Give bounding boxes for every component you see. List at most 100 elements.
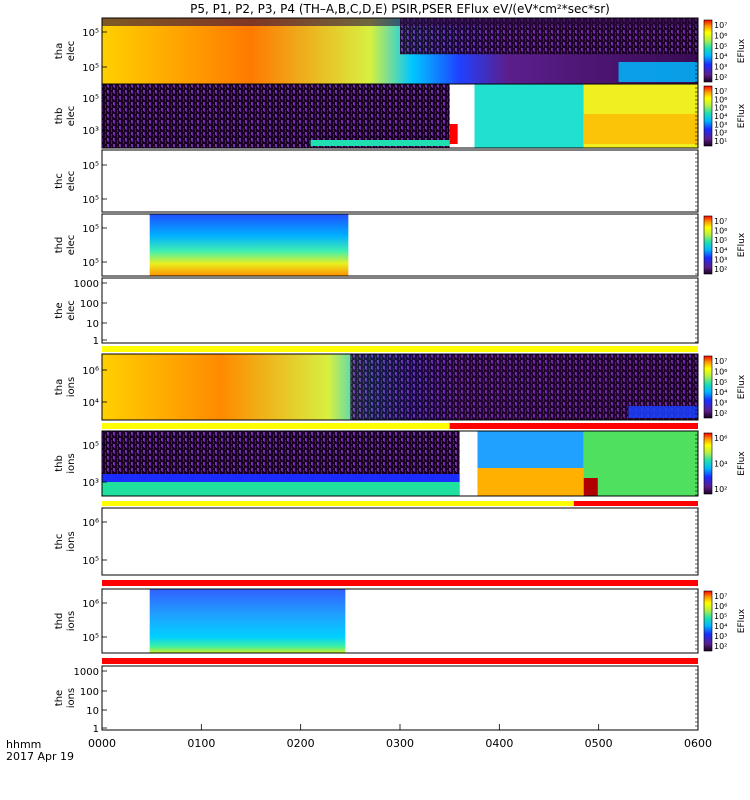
panel-label-species: elec bbox=[66, 235, 77, 256]
green-band bbox=[102, 482, 460, 496]
y-tick-label: 1000 bbox=[74, 667, 99, 678]
colorbar-tick-label: 10⁶ bbox=[714, 434, 727, 443]
x-axis: 0000 0100 0200 0300 0400 0500 0600 bbox=[88, 724, 712, 750]
panel-label-species: ions bbox=[66, 377, 77, 397]
colorbar-tick-label: 10⁴ bbox=[714, 460, 727, 469]
y-tick-label: 10³ bbox=[82, 126, 99, 137]
x-tick-label: 0300 bbox=[386, 737, 414, 750]
y-tick-label: 10⁵ bbox=[82, 195, 99, 206]
panel-label-species: elec bbox=[66, 41, 77, 62]
y-tick-label: 10⁵ bbox=[82, 94, 99, 105]
panel-frame bbox=[101, 353, 699, 421]
colorbar bbox=[703, 355, 713, 419]
panel-label-species: ions bbox=[66, 453, 77, 473]
colorbar-tick-label: 10⁷ bbox=[714, 87, 727, 96]
panel-frame bbox=[101, 277, 699, 344]
colorbar-tick-label: 10⁶ bbox=[714, 31, 727, 40]
colorbar bbox=[703, 19, 713, 83]
colorbar-tick-label: 10³ bbox=[714, 63, 727, 72]
y-tick-label: 10⁶ bbox=[82, 366, 99, 377]
colorbar-tick-label: 10⁶ bbox=[714, 602, 727, 611]
colorbar-tick-label: 10⁴ bbox=[714, 622, 727, 631]
panel-the-elec: the elec 1000 100 10 1 bbox=[54, 277, 699, 347]
colorbar-tick-label: 10⁷ bbox=[714, 21, 727, 30]
x-tick-label: 0500 bbox=[585, 737, 613, 750]
colorbar-tick-label: 10³ bbox=[714, 399, 727, 408]
mode-bar-yellow bbox=[102, 346, 698, 352]
y-tick-label: 1 bbox=[93, 724, 99, 735]
green-block bbox=[583, 431, 698, 496]
panel-frame bbox=[101, 213, 699, 277]
colorbar-tick-label: 10⁴ bbox=[714, 52, 727, 61]
x-tick-label: 0100 bbox=[187, 737, 215, 750]
colorbar-label: EFlux bbox=[737, 374, 747, 399]
colorbar-tick-label: 10⁴ bbox=[714, 112, 727, 121]
y-tick-label: 10⁵ bbox=[82, 63, 99, 74]
colorbar-tick-label: 10² bbox=[714, 485, 727, 494]
colorbar-tick-label: 10³ bbox=[714, 632, 727, 641]
colorbar-tick-label: 10² bbox=[714, 265, 727, 274]
panel-label-probe: thb bbox=[54, 108, 65, 125]
colorbar-tick-label: 10² bbox=[714, 73, 727, 82]
y-tick-label: 10⁵ bbox=[82, 224, 99, 235]
colorbar bbox=[703, 85, 713, 147]
mode-bar-red bbox=[449, 423, 698, 429]
y-tick-label: 10⁴ bbox=[82, 398, 99, 409]
figure-title: P5, P1, P2, P3, P4 (TH–A,B,C,D,E) PSIR,P… bbox=[190, 2, 610, 16]
y-tick-label: 10⁶ bbox=[82, 518, 99, 529]
mode-bar-yellow bbox=[102, 423, 450, 429]
colorbar-tick-label: 10⁶ bbox=[714, 227, 727, 236]
orange-block bbox=[477, 468, 584, 496]
panel-thb-ions: thb ions 10⁵ 10³ 10⁶ 10⁴ 10² EFlux bbox=[54, 430, 747, 497]
spectrogram-fill bbox=[149, 589, 346, 653]
colorbar-tick-label: 10⁴ bbox=[714, 388, 727, 397]
mode-bar-yellow bbox=[102, 501, 574, 506]
panel-frame bbox=[101, 430, 699, 497]
colorbar-label: EFlux bbox=[737, 232, 747, 257]
panel-the-ions: the ions 1000 100 10 1 bbox=[54, 665, 699, 735]
y-tick-label: 100 bbox=[80, 299, 99, 310]
y-tick-label: 10⁶ bbox=[82, 599, 99, 610]
y-tick-label: 10⁵ bbox=[82, 441, 99, 452]
colorbar-tick-label: 10⁷ bbox=[714, 217, 727, 226]
low-band bbox=[310, 140, 450, 146]
y-tick-label: 10 bbox=[86, 706, 99, 717]
colorbar-tick-label: 10² bbox=[714, 642, 727, 651]
spectrogram-fill bbox=[149, 214, 349, 276]
mode-bar-red bbox=[573, 501, 698, 506]
panel-label-probe: thd bbox=[54, 237, 65, 254]
panel-label-probe: the bbox=[54, 690, 65, 706]
panel-label-probe: tha bbox=[54, 43, 65, 59]
y-tick-label: 10⁵ bbox=[82, 556, 99, 567]
noise-region bbox=[102, 84, 450, 148]
colorbar-tick-label: 10⁵ bbox=[714, 42, 727, 51]
mode-bar-red bbox=[102, 658, 698, 664]
panel-label-probe: thc bbox=[54, 173, 65, 189]
late-band bbox=[628, 406, 698, 418]
colorbar bbox=[703, 215, 713, 275]
colorbar bbox=[703, 590, 713, 652]
red-block bbox=[449, 124, 458, 144]
panel-label-species: ions bbox=[66, 688, 77, 708]
y-tick-label: 10⁵ bbox=[82, 28, 99, 39]
colorbar-tick-label: 10⁷ bbox=[714, 592, 727, 601]
y-tick-label: 10⁵ bbox=[82, 633, 99, 644]
panel-label-probe: tha bbox=[54, 379, 65, 395]
colorbar-tick-label: 10³ bbox=[714, 255, 727, 264]
time-label: hhmm bbox=[6, 738, 41, 751]
x-tick-label: 0600 bbox=[684, 737, 712, 750]
panel-label-probe: thc bbox=[54, 534, 65, 550]
colorbar-label: EFlux bbox=[737, 38, 747, 63]
colorbar-tick-label: 10¹ bbox=[714, 137, 727, 146]
red-block bbox=[583, 478, 598, 496]
top-band bbox=[102, 18, 698, 26]
x-tick-label: 0200 bbox=[287, 737, 315, 750]
y-tick-label: 10 bbox=[86, 319, 99, 330]
y-tick-label: 10⁵ bbox=[82, 258, 99, 269]
panel-label-species: ions bbox=[66, 531, 77, 551]
panel-label-probe: thd bbox=[54, 613, 65, 630]
